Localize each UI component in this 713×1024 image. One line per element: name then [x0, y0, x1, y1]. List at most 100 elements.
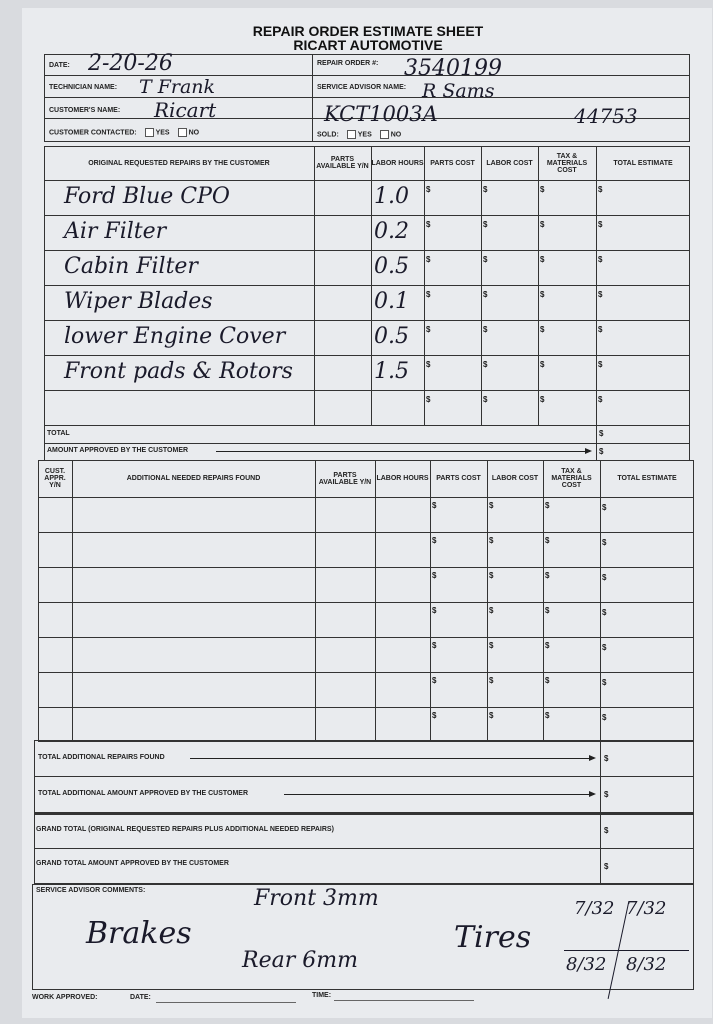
currency-sign: $ — [489, 501, 494, 510]
currency-sign: $ — [432, 501, 437, 510]
amount-approved-value[interactable]: $ — [599, 447, 604, 456]
currency-sign: $ — [432, 606, 437, 615]
grand-approved-amount[interactable]: $ — [604, 862, 609, 871]
repair-description[interactable]: Ford Blue CPO — [64, 184, 230, 209]
header-labor-hours: LABOR HOURS — [371, 159, 424, 167]
table-row[interactable]: $ $ $ $ — [44, 532, 690, 567]
yes-label: YES — [357, 131, 372, 139]
currency-sign: $ — [540, 360, 545, 369]
table-row: lower Engine Cover 0.5 $ $ $ $ — [44, 320, 690, 355]
yes-label: YES — [155, 129, 170, 137]
sold-no-checkbox[interactable] — [379, 130, 389, 139]
grand-approved-label: GRAND TOTAL AMOUNT APPROVED BY THE CUSTO… — [36, 860, 229, 867]
work-time-label: TIME: — [312, 992, 332, 999]
currency-sign: $ — [483, 220, 488, 229]
table-row[interactable]: $ $ $ $ — [44, 637, 690, 672]
header-total-estimate: TOTAL ESTIMATE — [613, 159, 673, 167]
header-parts-cost: PARTS COST — [430, 159, 475, 167]
labor-hours-value[interactable]: 0.5 — [374, 324, 409, 349]
table-row[interactable]: $ $ $ $ — [44, 602, 690, 637]
comments-label: SERVICE ADVISOR COMMENTS: — [36, 887, 146, 894]
form-title: REPAIR ORDER ESTIMATE SHEET — [252, 23, 484, 39]
currency-sign: $ — [426, 395, 431, 404]
repair-description[interactable]: lower Engine Cover — [64, 324, 286, 349]
labor-hours-value[interactable]: 1.0 — [374, 184, 409, 209]
tire-lr[interactable]: 8/32 — [566, 954, 607, 975]
currency-sign: $ — [483, 290, 488, 299]
currency-sign: $ — [426, 360, 431, 369]
repair-description[interactable]: Cabin Filter — [64, 254, 198, 279]
repair-description[interactable]: Front pads & Rotors — [64, 359, 293, 384]
paper-sheet — [22, 8, 712, 1018]
table-row[interactable]: $ $ $ $ — [44, 497, 690, 532]
no-label: NO — [188, 129, 200, 137]
currency-sign: $ — [598, 185, 603, 194]
comment-front[interactable]: Front 3mm — [254, 886, 379, 911]
labor-hours-value[interactable]: 0.1 — [374, 289, 409, 314]
contacted-no-checkbox[interactable] — [177, 128, 187, 137]
repair-description[interactable]: Air Filter — [64, 219, 167, 244]
grand-total-amount[interactable]: $ — [604, 826, 609, 835]
tire-lf[interactable]: 7/32 — [574, 898, 615, 919]
table-row: Air Filter 0.2 $ $ $ $ — [44, 215, 690, 250]
total-additional-amount[interactable]: $ — [604, 754, 609, 763]
header-additional-repairs: ADDITIONAL NEEDED REPAIRS FOUND — [126, 475, 261, 482]
amount-approved-label: AMOUNT APPROVED BY THE CUSTOMER — [47, 447, 189, 454]
comments-box — [32, 884, 694, 990]
comment-tires[interactable]: Tires — [454, 920, 532, 955]
work-time-line[interactable] — [334, 1000, 474, 1001]
currency-sign: $ — [432, 711, 437, 720]
contacted-label: CUSTOMER CONTACTED: — [49, 129, 137, 137]
currency-sign: $ — [426, 220, 431, 229]
header-labor-cost: LABOR COST — [491, 475, 539, 482]
technician-value[interactable]: T Frank — [139, 76, 216, 98]
tire-rr[interactable]: 8/32 — [626, 954, 667, 975]
currency-sign: $ — [540, 185, 545, 194]
currency-sign: $ — [540, 255, 545, 264]
currency-sign: $ — [489, 571, 494, 580]
labor-hours-value[interactable]: 1.5 — [374, 359, 409, 384]
customer-extra-code[interactable]: KCT1003A — [324, 102, 438, 126]
currency-sign: $ — [602, 538, 607, 547]
table-row[interactable]: $ $ $ $ — [44, 672, 690, 707]
date-value[interactable]: 2-20-26 — [88, 51, 173, 76]
work-date-line[interactable] — [156, 1002, 296, 1003]
table-row[interactable]: $ $ $ $ — [44, 567, 690, 602]
total-amount[interactable]: $ — [599, 429, 604, 438]
repair-order-label: REPAIR ORDER #: — [317, 60, 379, 67]
work-approved-label: WORK APPROVED: — [32, 994, 98, 1001]
tire-rf[interactable]: 7/32 — [626, 898, 667, 919]
table-row: Ford Blue CPO 1.0 $ $ $ $ — [44, 180, 690, 215]
customer-extra-number[interactable]: 44753 — [574, 104, 638, 128]
advisor-value[interactable]: R Sams — [422, 80, 495, 102]
total-additional-approved-amount[interactable]: $ — [604, 790, 609, 799]
currency-sign: $ — [545, 676, 550, 685]
currency-sign: $ — [489, 641, 494, 650]
table-row[interactable]: $ $ $ $ — [44, 707, 690, 742]
currency-sign: $ — [489, 711, 494, 720]
comment-brakes[interactable]: Brakes — [86, 916, 192, 951]
table-row: Front pads & Rotors 1.5 $ $ $ $ — [44, 355, 690, 390]
contacted-yes-checkbox[interactable] — [144, 128, 154, 137]
repair-order-value[interactable]: 3540199 — [404, 56, 502, 81]
currency-sign: $ — [483, 185, 488, 194]
currency-sign: $ — [540, 290, 545, 299]
currency-sign: $ — [426, 185, 431, 194]
currency-sign: $ — [426, 255, 431, 264]
labor-hours-value[interactable]: 0.5 — [374, 254, 409, 279]
repair-description[interactable]: Wiper Blades — [64, 289, 213, 314]
header-cust-approved: CUST. APPR. Y/N — [44, 468, 66, 489]
currency-sign: $ — [602, 503, 607, 512]
sold-yes-checkbox[interactable] — [346, 130, 356, 139]
currency-sign: $ — [489, 606, 494, 615]
comment-rear[interactable]: Rear 6mm — [242, 948, 358, 973]
currency-sign: $ — [432, 536, 437, 545]
advisor-label: SERVICE ADVISOR NAME: — [317, 84, 407, 91]
currency-sign: $ — [489, 676, 494, 685]
date-label: DATE: — [49, 62, 70, 69]
customer-value[interactable]: Ricart — [154, 98, 217, 122]
labor-hours-value[interactable]: 0.2 — [374, 219, 409, 244]
header-labor-hours: LABOR HOURS — [376, 475, 429, 482]
header-tax-materials: TAX & MATERIALS COST — [546, 152, 588, 174]
currency-sign: $ — [602, 643, 607, 652]
